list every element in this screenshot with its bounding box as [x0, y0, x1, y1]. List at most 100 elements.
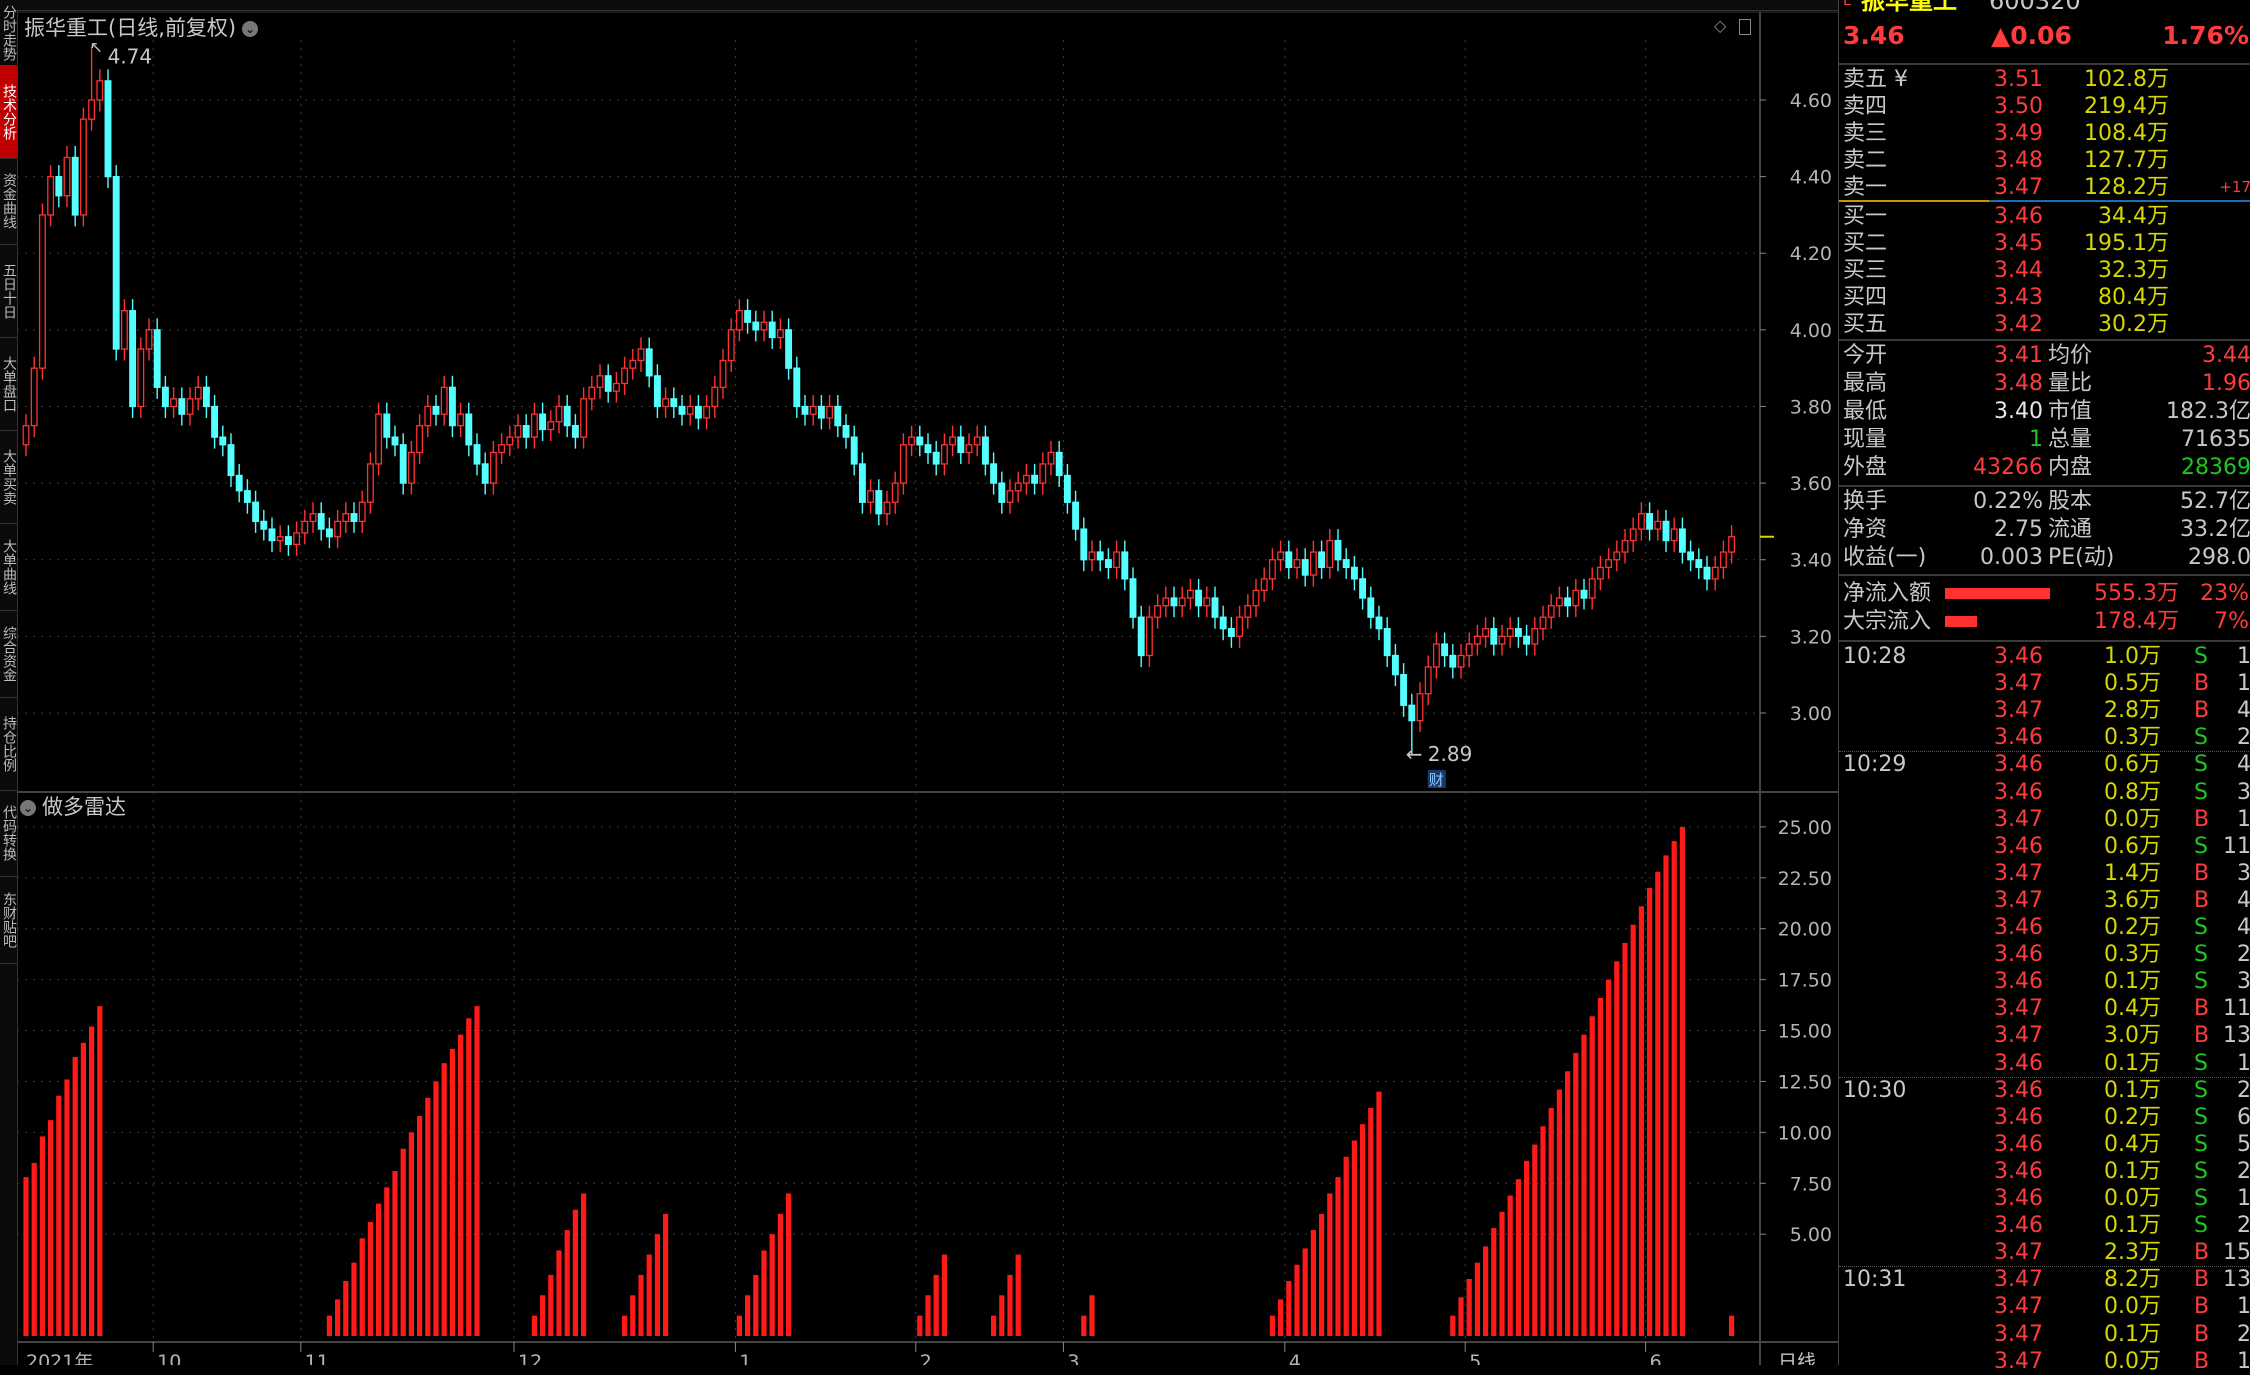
stat-value: 43266 — [1973, 455, 2043, 480]
candle — [809, 394, 817, 426]
indicator-bar — [1630, 924, 1636, 1336]
candle-body — [104, 80, 112, 178]
chart-title-wrap: 振华重工(日线,前复权) ⌄ — [24, 12, 259, 42]
trade-volume: 0.3万 — [2104, 725, 2161, 751]
period-label[interactable]: 日线 — [1778, 1351, 1816, 1365]
indicator-bar — [786, 1193, 792, 1336]
candle — [202, 375, 210, 418]
candle-body — [998, 482, 1006, 503]
bid-row[interactable]: 买五 3.42 30.2万 — [1839, 311, 2250, 338]
trade-volume: 2.3万 — [2104, 1240, 2161, 1266]
candle-body — [1211, 597, 1219, 618]
bid-row[interactable]: 买三 3.44 32.3万 — [1839, 257, 2250, 284]
candle-body — [506, 436, 514, 446]
trade-row: 3.47 2.8万 B 4 — [1839, 697, 2250, 724]
trade-volume: 0.6万 — [2104, 833, 2161, 859]
candle-body — [120, 310, 128, 350]
trade-side: S — [2194, 779, 2208, 805]
indicator-bar — [1638, 906, 1644, 1336]
candle-body — [1564, 597, 1572, 607]
trade-count: 13 — [2223, 1267, 2250, 1293]
trade-side: B — [2194, 860, 2210, 886]
indicator-bar — [548, 1274, 554, 1336]
candle — [588, 375, 596, 411]
candle-body — [1334, 539, 1342, 561]
ask-row[interactable]: 卖四 3.50 219.4万 — [1839, 93, 2250, 120]
candle-body — [1367, 597, 1375, 618]
candle — [1629, 517, 1637, 553]
candle — [129, 299, 137, 418]
indicator-bar — [449, 1048, 455, 1336]
candle-body — [883, 501, 891, 515]
window-icon[interactable] — [1739, 18, 1752, 35]
ask-row[interactable]: 卖三 3.49 108.4万 — [1839, 120, 2250, 147]
trade-volume: 0.1万 — [2104, 1213, 2161, 1239]
sidebar-tab[interactable]: 技术分析 — [0, 65, 17, 159]
candle — [71, 145, 79, 227]
candle-body — [1350, 566, 1358, 580]
trade-side: S — [2194, 915, 2208, 940]
trade-side: S — [2194, 644, 2208, 669]
candle-body — [1523, 635, 1531, 645]
indicator-bar — [1548, 1107, 1554, 1336]
indicator-bar — [1540, 1126, 1546, 1336]
trade-volume: 0.8万 — [2104, 779, 2161, 805]
candle — [1473, 624, 1481, 656]
ask-row[interactable]: 卖五 ¥ 3.51 102.8万 — [1839, 66, 2250, 93]
ask-row[interactable]: 卖一 3.47 128.2万 +17 — [1839, 174, 2250, 201]
trade-volume: 0.0万 — [2104, 806, 2161, 832]
candle — [112, 165, 120, 361]
candle — [621, 356, 629, 395]
sidebar-tab[interactable]: 大单盘口 — [0, 337, 17, 431]
candle — [227, 433, 235, 487]
stat-label: 流通 — [2048, 517, 2093, 542]
candle-body — [1359, 578, 1367, 599]
indicator-bar — [1483, 1246, 1489, 1336]
finance-badge[interactable] — [1427, 770, 1446, 788]
stat-label: 均价 — [2048, 343, 2093, 368]
ask-label: 卖三 — [1843, 121, 1888, 146]
diamond-icon[interactable]: ◇ — [1714, 16, 1727, 35]
bid-row[interactable]: 买二 3.45 195.1万 — [1839, 230, 2250, 257]
ask-row[interactable]: 卖二 3.48 127.7万 — [1839, 147, 2250, 174]
sidebar-tab[interactable]: 五日十日 — [0, 244, 17, 338]
bid-row[interactable]: 买四 3.43 80.4万 — [1839, 284, 2250, 311]
candle-body — [1555, 597, 1563, 607]
arrow-icon: ↖ — [90, 37, 103, 56]
sidebar-tab[interactable]: 综合资金 — [0, 610, 17, 698]
candle — [1613, 540, 1621, 572]
trade-side: B — [2194, 1023, 2210, 1049]
indicator-bar — [376, 1203, 382, 1336]
flow-amount: 555.3万 — [2094, 581, 2179, 606]
candle — [1039, 452, 1047, 495]
sidebar-tab[interactable]: 大单曲线 — [0, 523, 17, 611]
bid-row[interactable]: 买一 3.46 34.4万 — [1839, 203, 2250, 230]
trade-row: 3.46 0.3万 S 2 — [1839, 724, 2250, 751]
bid-price: 3.42 — [1994, 312, 2043, 337]
candle-body — [629, 359, 637, 369]
indicator-bar — [1319, 1213, 1325, 1336]
sidebar-tab[interactable]: 持仓比例 — [0, 697, 17, 791]
trade-row: 3.46 0.0万 S 1 — [1839, 1185, 2250, 1212]
sidebar-tab[interactable]: 资金曲线 — [0, 158, 17, 245]
candle-body — [1728, 536, 1736, 553]
candle — [662, 387, 670, 418]
trade-price: 3.47 — [1994, 1267, 2043, 1293]
indicator-bar — [1089, 1295, 1095, 1336]
trade-row: 3.47 0.0万 B 1 — [1839, 1293, 2250, 1320]
high-price-label: 4.74 — [108, 44, 153, 68]
candle-body — [309, 513, 317, 523]
candle — [1416, 682, 1424, 733]
candle — [440, 375, 448, 426]
kline-chart[interactable]: 4.604.404.204.003.803.603.403.203.0025.0… — [0, 0, 1838, 1365]
candle — [776, 318, 784, 350]
ask-volume: 128.2万 — [2084, 175, 2169, 200]
sidebar-tab[interactable]: 大单买卖 — [0, 430, 17, 524]
sidebar-tab[interactable]: 代码转换 — [0, 790, 17, 877]
candle-body — [375, 413, 383, 465]
indicator-bar — [777, 1213, 783, 1336]
chevron-down-icon[interactable]: ⌄ — [20, 800, 36, 816]
sidebar-tab[interactable]: 东财贴吧 — [0, 876, 17, 964]
chevron-down-icon[interactable]: ⌄ — [242, 21, 259, 37]
candle-body — [1293, 559, 1301, 569]
